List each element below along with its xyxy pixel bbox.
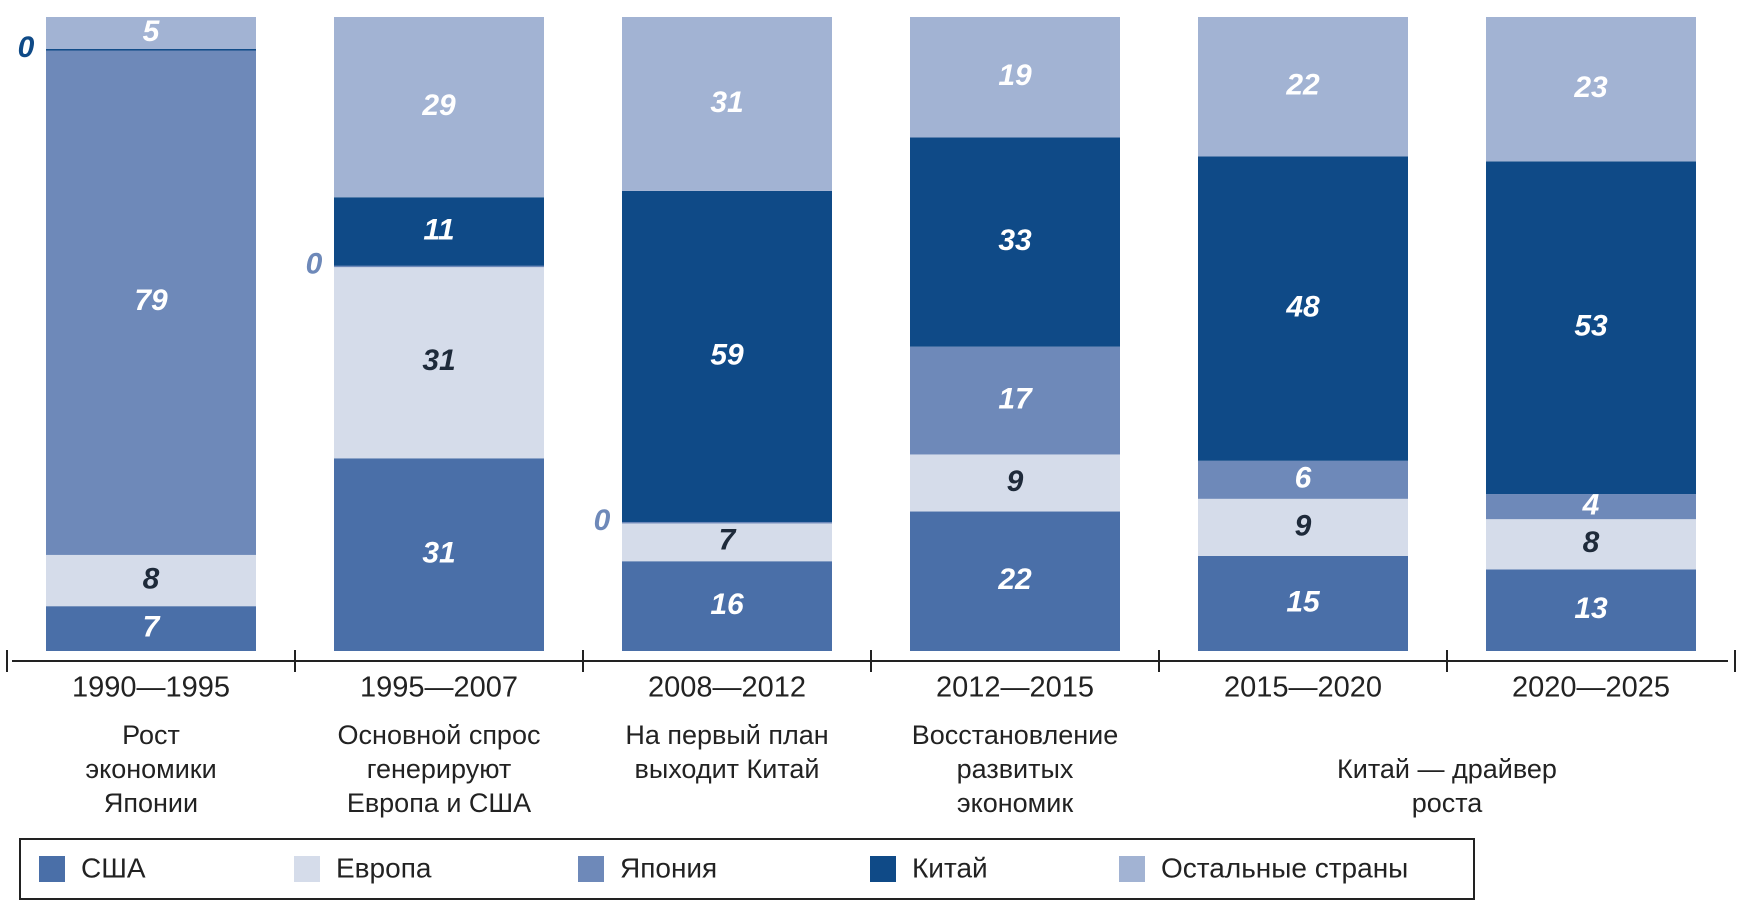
value-label: 6 bbox=[1295, 462, 1312, 495]
category-description: Китай — драйвер роста bbox=[1337, 754, 1557, 818]
value-label: 79 bbox=[134, 284, 168, 317]
bar-segment bbox=[622, 561, 832, 651]
value-label: 53 bbox=[1574, 310, 1608, 343]
value-label: 0 bbox=[306, 248, 323, 281]
legend-box bbox=[19, 838, 1475, 900]
legend-label: Европа bbox=[336, 852, 432, 883]
value-label: 22 bbox=[997, 563, 1032, 596]
value-label: 17 bbox=[998, 382, 1033, 415]
value-label: 0 bbox=[594, 504, 611, 537]
value-label: 59 bbox=[710, 338, 744, 371]
bar-segment bbox=[46, 49, 256, 555]
legend-swatch bbox=[39, 856, 65, 882]
value-label: 8 bbox=[143, 562, 160, 595]
value-label: 9 bbox=[1007, 465, 1024, 498]
bar-segment bbox=[334, 17, 544, 198]
bar-segment bbox=[622, 17, 832, 191]
x-tick-label: 2012—2015 bbox=[936, 672, 1094, 704]
value-label: 5 bbox=[143, 15, 161, 48]
category-description: На первый план выходит Китай bbox=[625, 720, 829, 784]
value-label: 13 bbox=[1574, 592, 1608, 625]
value-label: 16 bbox=[710, 588, 744, 621]
bar-segment bbox=[46, 554, 256, 607]
bar-segment bbox=[622, 190, 832, 522]
bar-segment bbox=[1486, 569, 1696, 651]
bar-segment bbox=[334, 458, 544, 651]
value-label: 9 bbox=[1295, 509, 1312, 542]
value-label: 15 bbox=[1286, 585, 1321, 618]
category-description: Рост экономики Японии bbox=[85, 720, 217, 818]
legend-swatch bbox=[578, 856, 604, 882]
bar-segment bbox=[910, 137, 1120, 347]
value-label: 31 bbox=[422, 537, 455, 570]
value-label: 31 bbox=[422, 344, 455, 377]
bar-segment bbox=[1486, 17, 1696, 162]
bar-segment bbox=[1486, 494, 1696, 520]
x-tick-label: 2015—2020 bbox=[1224, 672, 1382, 704]
value-label: 23 bbox=[1573, 71, 1608, 104]
bar-segment bbox=[1486, 519, 1696, 570]
value-label: 7 bbox=[719, 524, 737, 557]
bar-segment bbox=[1198, 460, 1408, 499]
bar-segment bbox=[46, 17, 256, 50]
legend-label: Китай bbox=[912, 852, 988, 883]
bar-segment bbox=[910, 511, 1120, 651]
legend-swatch bbox=[1119, 856, 1145, 882]
value-label: 11 bbox=[423, 213, 454, 246]
bar-segment bbox=[622, 521, 832, 562]
legend-label: Япония bbox=[620, 852, 717, 883]
legend-swatch bbox=[294, 856, 320, 882]
legend-swatch bbox=[870, 856, 896, 882]
legend-label: Остальные страны bbox=[1161, 852, 1408, 883]
value-label: 0 bbox=[18, 31, 35, 64]
bar-segment bbox=[334, 197, 544, 266]
bar-segment bbox=[46, 606, 256, 651]
bar-segment bbox=[1198, 17, 1408, 157]
value-label: 4 bbox=[1582, 489, 1600, 522]
legend-label: США bbox=[81, 852, 146, 883]
value-label: 22 bbox=[1285, 69, 1320, 102]
value-label: 19 bbox=[998, 59, 1032, 92]
bar-segment bbox=[1198, 555, 1408, 651]
bar-segment bbox=[910, 17, 1120, 138]
bar-segment bbox=[1198, 156, 1408, 461]
bar-segment bbox=[1198, 498, 1408, 556]
x-tick-label: 2008—2012 bbox=[648, 672, 806, 704]
value-label: 33 bbox=[998, 224, 1032, 257]
bar-segment bbox=[910, 454, 1120, 512]
value-label: 7 bbox=[143, 611, 161, 644]
bar-segment bbox=[1486, 161, 1696, 495]
x-tick-label: 1995—2007 bbox=[360, 672, 518, 704]
x-tick-label: 2020—2025 bbox=[1512, 672, 1670, 704]
x-tick-label: 1990—1995 bbox=[72, 672, 230, 704]
value-label: 48 bbox=[1285, 291, 1320, 324]
value-label: 29 bbox=[421, 89, 456, 122]
value-label: 31 bbox=[710, 86, 743, 119]
bar-segment bbox=[910, 346, 1120, 455]
category-description: Восстановление развитых экономик bbox=[911, 720, 1119, 818]
bar-segment bbox=[334, 265, 544, 459]
category-description: Основной спрос генерируют Европа и США bbox=[337, 720, 541, 818]
value-label: 8 bbox=[1583, 526, 1600, 559]
